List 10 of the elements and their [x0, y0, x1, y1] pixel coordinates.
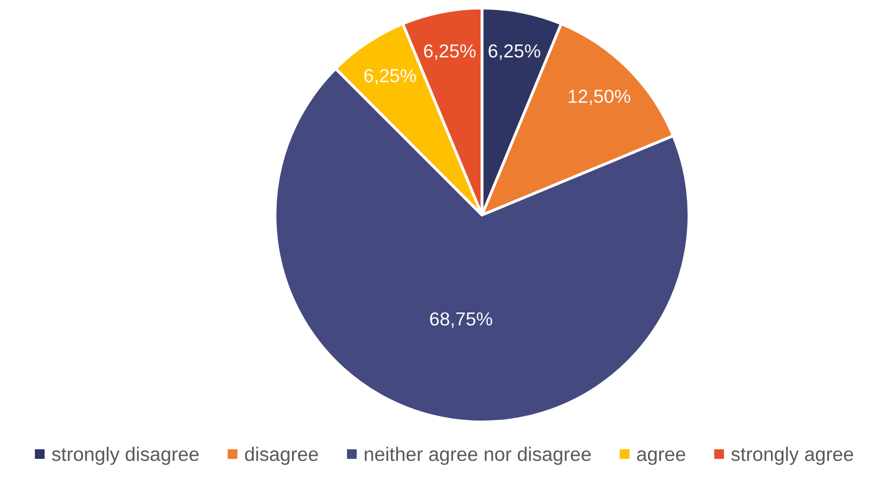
data-label: 6,25%	[364, 69, 416, 85]
legend-label: agree	[637, 450, 686, 465]
legend-label: disagree	[245, 446, 318, 465]
legend-label: strongly disagree	[52, 446, 199, 465]
legend-label: strongly agree	[731, 446, 854, 465]
data-label: 68,75%	[430, 312, 492, 328]
legend-label: neither agree nor disagree	[364, 446, 591, 465]
data-label: 6,25%	[488, 44, 540, 60]
data-label: 12,50%	[568, 90, 630, 106]
data-label: 6,25%	[424, 44, 476, 60]
